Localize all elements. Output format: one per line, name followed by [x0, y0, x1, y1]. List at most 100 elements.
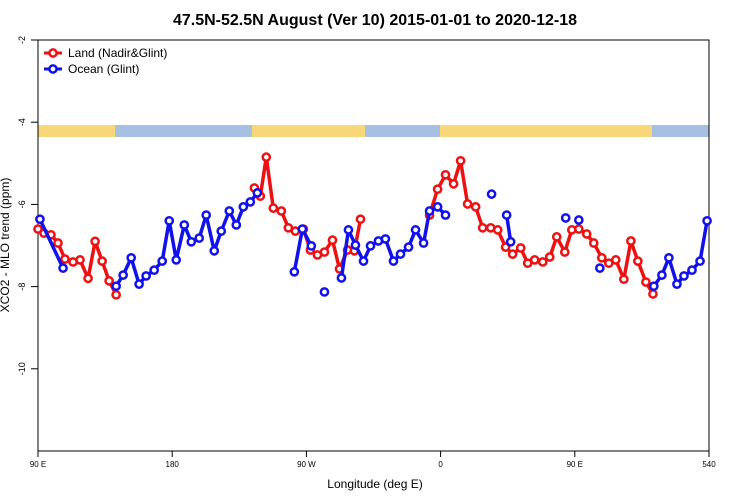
x-tick-label: 90 E	[567, 460, 583, 469]
point	[268, 203, 279, 213]
point	[224, 206, 235, 216]
series-line	[37, 155, 655, 296]
point	[581, 229, 592, 239]
point	[573, 224, 584, 234]
point	[252, 188, 263, 198]
y-tick-label: -8	[17, 283, 27, 291]
point	[53, 238, 63, 248]
point	[306, 241, 317, 251]
point	[440, 210, 451, 220]
point	[462, 199, 473, 209]
point	[245, 197, 256, 207]
point	[529, 255, 540, 265]
point	[209, 245, 220, 256]
point	[111, 281, 121, 292]
legend-label: Land (Nadir&Glint)	[68, 46, 167, 60]
legend-item: Land (Nadir&Glint)	[44, 46, 167, 60]
point	[648, 281, 659, 292]
point	[111, 289, 121, 300]
x-tick-label: 180	[166, 460, 180, 469]
point	[97, 256, 107, 266]
point	[641, 277, 651, 287]
point	[276, 206, 287, 216]
point	[327, 235, 338, 246]
x-tick-label: 540	[702, 460, 716, 469]
point	[702, 215, 712, 226]
land-band	[38, 125, 115, 137]
point	[90, 236, 100, 247]
point	[505, 236, 516, 247]
point	[289, 266, 300, 277]
point	[573, 215, 584, 225]
point	[559, 247, 570, 257]
legend-item: Ocean (Glint)	[44, 62, 139, 76]
point	[104, 275, 114, 286]
point	[75, 255, 85, 265]
point	[515, 243, 526, 253]
point	[432, 202, 443, 212]
point	[596, 252, 607, 263]
point	[619, 274, 629, 285]
point	[672, 279, 682, 289]
y-tick-label: -2	[17, 36, 27, 44]
point	[588, 238, 599, 248]
point	[141, 271, 151, 281]
plot-frame	[37, 39, 710, 452]
point	[171, 255, 182, 265]
point	[610, 255, 621, 265]
point	[186, 236, 197, 247]
point	[551, 232, 562, 242]
point	[664, 252, 674, 263]
point	[418, 238, 429, 248]
point	[477, 222, 488, 233]
point	[358, 256, 369, 266]
surface-band	[38, 125, 709, 137]
point	[648, 289, 658, 299]
x-axis-label: Longitude (deg E)	[327, 477, 422, 491]
legend-label: Ocean (Glint)	[68, 62, 139, 76]
point	[633, 256, 643, 266]
point	[365, 241, 376, 251]
point	[35, 214, 45, 225]
land-band	[252, 125, 365, 137]
point	[231, 220, 242, 230]
point	[319, 287, 330, 297]
point	[216, 226, 227, 236]
legend-marker	[48, 48, 58, 58]
point	[470, 202, 481, 212]
point	[83, 273, 93, 284]
point	[448, 179, 459, 189]
point	[626, 236, 636, 246]
point	[58, 263, 68, 273]
point	[501, 210, 512, 220]
point	[164, 215, 175, 226]
point	[403, 242, 414, 252]
legend-marker	[48, 64, 58, 74]
y-tick-label: -10	[17, 362, 27, 375]
point	[355, 214, 366, 225]
point	[149, 265, 160, 276]
point	[395, 249, 406, 259]
point	[544, 252, 555, 262]
point	[380, 234, 391, 244]
point	[440, 169, 451, 180]
point	[134, 279, 144, 289]
series-line	[38, 191, 709, 288]
point	[695, 256, 705, 266]
point	[319, 247, 330, 257]
point	[432, 184, 443, 195]
point	[118, 270, 128, 280]
point	[679, 271, 689, 281]
point	[350, 240, 361, 250]
x-tick-label: 0	[438, 460, 443, 469]
point	[343, 225, 354, 235]
chart-title: 47.5N-52.5N August (Ver 10) 2015-01-01 t…	[173, 12, 577, 29]
land-band	[440, 125, 652, 137]
point	[179, 220, 190, 230]
point	[194, 233, 205, 243]
point	[336, 273, 347, 283]
x-tick-label: 90 W	[297, 460, 316, 469]
point	[60, 254, 70, 264]
point	[201, 210, 212, 220]
